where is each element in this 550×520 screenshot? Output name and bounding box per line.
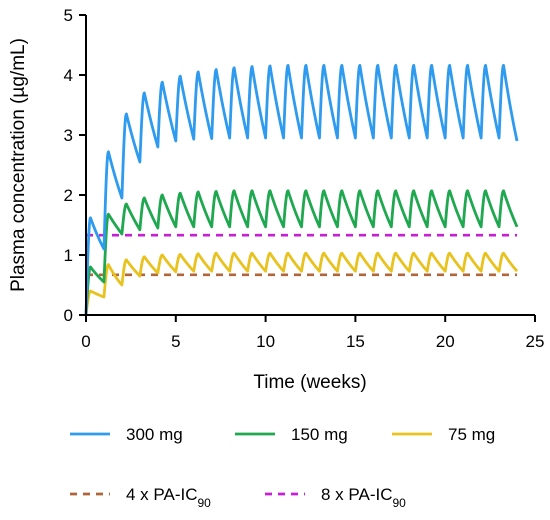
y-tick-label: 0	[64, 306, 73, 325]
plot-area	[84, 64, 519, 316]
y-ticks: 0 1 2 3 4 5	[64, 6, 86, 325]
y-axis-title: Plasma concentration (µg/mL)	[8, 38, 29, 292]
series-line	[84, 64, 519, 316]
x-tick-label: 15	[346, 332, 365, 351]
y-tick-label: 1	[64, 246, 73, 265]
x-tick-label: 5	[171, 332, 180, 351]
y-tick-label: 2	[64, 186, 73, 205]
series-line	[84, 251, 519, 316]
x-ticks: 0 5 10 15 20 25	[81, 315, 544, 351]
legend-label: 8 x PA-IC90	[321, 485, 406, 510]
x-tick-label: 25	[526, 332, 545, 351]
legend-label: 150 mg	[291, 425, 348, 444]
x-tick-label: 20	[436, 332, 455, 351]
y-tick-label: 3	[64, 126, 73, 145]
series-line	[84, 189, 519, 316]
legend-label: 300 mg	[126, 425, 183, 444]
legend: 300 mg 150 mg 75 mg 4 x PA-IC90 8 x PA-IC90	[70, 425, 495, 510]
x-tick-label: 0	[81, 332, 90, 351]
x-axis-title: Time (weeks)	[253, 372, 366, 393]
y-tick-label: 5	[64, 6, 73, 25]
x-tick-label: 10	[256, 332, 275, 351]
legend-label: 4 x PA-IC90	[126, 485, 211, 510]
axes: 0 1 2 3 4 5 0 5 10 15 20 25	[64, 6, 545, 351]
y-tick-label: 4	[64, 66, 73, 85]
legend-label: 75 mg	[448, 425, 495, 444]
